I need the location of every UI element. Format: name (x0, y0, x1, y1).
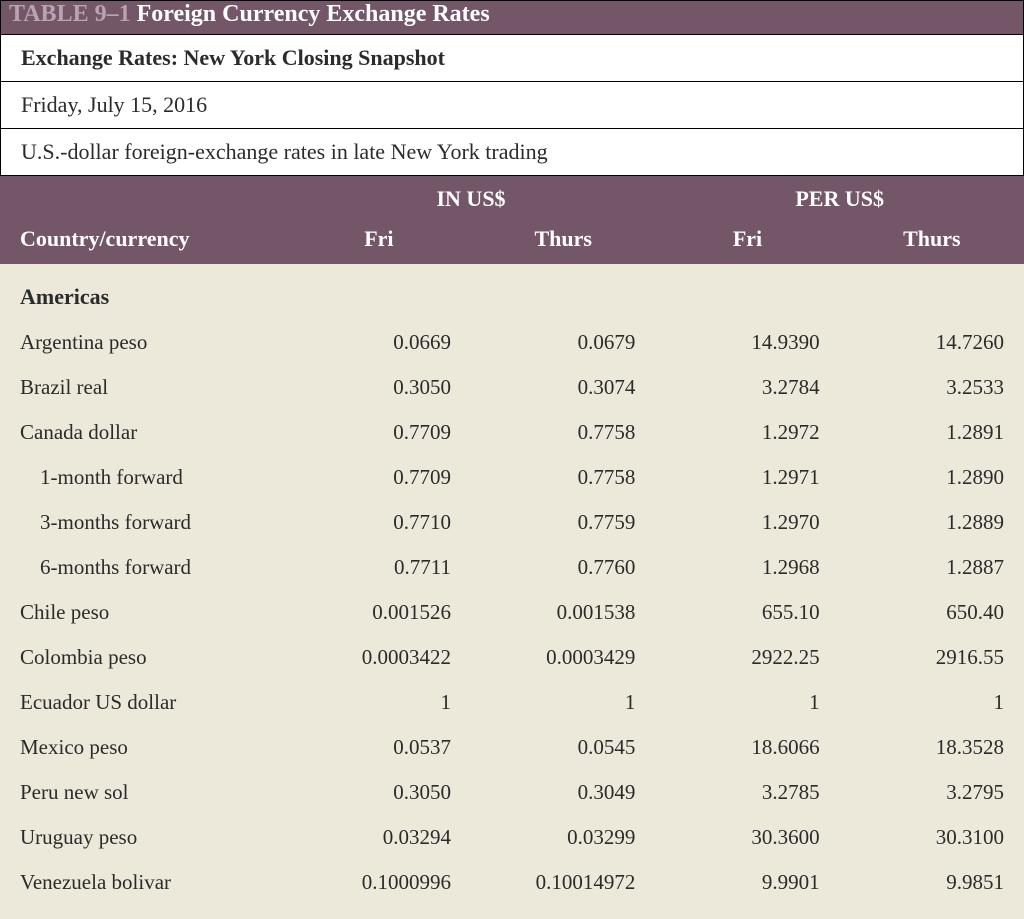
table-date: Friday, July 15, 2016 (0, 82, 1024, 129)
per-usd-thurs: 30.3100 (840, 815, 1024, 860)
in-usd-fri: 0.7711 (287, 545, 471, 590)
per-usd-fri: 18.6066 (655, 725, 839, 770)
table-row: 1-month forward0.77090.77581.29711.2890 (0, 455, 1024, 500)
table-row: 3-months forward0.77100.77591.29701.2889 (0, 500, 1024, 545)
per-usd-thurs: 2916.55 (840, 635, 1024, 680)
header-in-thurs: Thurs (471, 220, 655, 264)
currency-label: Venezuela bolivar (0, 860, 287, 905)
per-usd-thurs: 9.9851 (840, 860, 1024, 905)
in-usd-thurs: 0.7758 (471, 455, 655, 500)
per-usd-fri: 1.2968 (655, 545, 839, 590)
per-usd-thurs: 1.2889 (840, 500, 1024, 545)
per-usd-fri: 1.2972 (655, 410, 839, 455)
currency-label: Canada dollar (0, 410, 287, 455)
in-usd-fri: 0.0669 (287, 320, 471, 365)
per-usd-thurs: 650.40 (840, 590, 1024, 635)
in-usd-fri: 0.7709 (287, 455, 471, 500)
table-row: Chile peso0.0015260.001538655.10650.40 (0, 590, 1024, 635)
in-usd-fri: 0.7710 (287, 500, 471, 545)
header-group-per-usd: PER US$ (655, 176, 1024, 220)
per-usd-thurs: 14.7260 (840, 320, 1024, 365)
in-usd-fri: 0.1000996 (287, 860, 471, 905)
per-usd-thurs: 1 (840, 680, 1024, 725)
table-header: IN US$ PER US$ Country/currency Fri Thur… (0, 176, 1024, 264)
per-usd-fri: 1.2971 (655, 455, 839, 500)
per-usd-fri: 2922.25 (655, 635, 839, 680)
in-usd-thurs: 0.03299 (471, 815, 655, 860)
per-usd-thurs: 1.2890 (840, 455, 1024, 500)
per-usd-fri: 655.10 (655, 590, 839, 635)
currency-label: Colombia peso (0, 635, 287, 680)
currency-label: 6-months forward (0, 545, 287, 590)
table-row: Colombia peso0.00034220.00034292922.2529… (0, 635, 1024, 680)
table-row: Peru new sol0.30500.30493.27853.2795 (0, 770, 1024, 815)
per-usd-thurs: 3.2795 (840, 770, 1024, 815)
table-row: Argentina peso0.06690.067914.939014.7260 (0, 320, 1024, 365)
in-usd-thurs: 0.0679 (471, 320, 655, 365)
table-subtitle: Exchange Rates: New York Closing Snapsho… (0, 35, 1024, 82)
table-row: Venezuela bolivar0.10009960.100149729.99… (0, 860, 1024, 905)
header-group-in-usd: IN US$ (287, 176, 656, 220)
in-usd-fri: 0.0003422 (287, 635, 471, 680)
in-usd-fri: 0.3050 (287, 770, 471, 815)
currency-label: Uruguay peso (0, 815, 287, 860)
in-usd-fri: 1 (287, 680, 471, 725)
per-usd-thurs: 18.3528 (840, 725, 1024, 770)
in-usd-fri: 0.7709 (287, 410, 471, 455)
table-row: Brazil real0.30500.30743.27843.2533 (0, 365, 1024, 410)
in-usd-thurs: 0.7760 (471, 545, 655, 590)
table-description: U.S.-dollar foreign-exchange rates in la… (0, 129, 1024, 176)
table-number: TABLE 9–1 (9, 1, 131, 27)
table-row: Mexico peso0.05370.054518.606618.3528 (0, 725, 1024, 770)
in-usd-thurs: 1 (471, 680, 655, 725)
in-usd-fri: 0.001526 (287, 590, 471, 635)
in-usd-fri: 0.03294 (287, 815, 471, 860)
currency-label: Mexico peso (0, 725, 287, 770)
currency-label: Peru new sol (0, 770, 287, 815)
header-per-fri: Fri (655, 220, 839, 264)
table-body: Americas Argentina peso0.06690.067914.93… (0, 264, 1024, 919)
exchange-rate-table: TABLE 9–1 Foreign Currency Exchange Rate… (0, 0, 1024, 919)
in-usd-thurs: 0.3049 (471, 770, 655, 815)
per-usd-fri: 1.2970 (655, 500, 839, 545)
currency-label: Brazil real (0, 365, 287, 410)
table-row: Ecuador US dollar1111 (0, 680, 1024, 725)
currency-label: 1-month forward (0, 455, 287, 500)
table-row: Uruguay peso0.032940.0329930.360030.3100 (0, 815, 1024, 860)
per-usd-fri: 1 (655, 680, 839, 725)
header-country: Country/currency (0, 220, 287, 264)
currency-label: Chile peso (0, 590, 287, 635)
per-usd-fri: 3.2785 (655, 770, 839, 815)
in-usd-thurs: 0.001538 (471, 590, 655, 635)
table-title-bar: TABLE 9–1 Foreign Currency Exchange Rate… (0, 0, 1024, 35)
per-usd-thurs: 1.2891 (840, 410, 1024, 455)
in-usd-thurs: 0.3074 (471, 365, 655, 410)
header-in-fri: Fri (287, 220, 471, 264)
in-usd-thurs: 0.7759 (471, 500, 655, 545)
in-usd-thurs: 0.10014972 (471, 860, 655, 905)
header-group-row: IN US$ PER US$ (0, 176, 1024, 220)
in-usd-thurs: 0.0545 (471, 725, 655, 770)
per-usd-thurs: 3.2533 (840, 365, 1024, 410)
per-usd-thurs: 1.2887 (840, 545, 1024, 590)
header-columns-row: Country/currency Fri Thurs Fri Thurs (0, 220, 1024, 264)
in-usd-fri: 0.3050 (287, 365, 471, 410)
table-row: Canada dollar0.77090.77581.29721.2891 (0, 410, 1024, 455)
table-row: 6-months forward0.77110.77601.29681.2887 (0, 545, 1024, 590)
per-usd-fri: 30.3600 (655, 815, 839, 860)
currency-label: Ecuador US dollar (0, 680, 287, 725)
in-usd-thurs: 0.7758 (471, 410, 655, 455)
region-label: Americas (0, 278, 1024, 320)
in-usd-thurs: 0.0003429 (471, 635, 655, 680)
table-title: Foreign Currency Exchange Rates (131, 1, 490, 27)
currency-label: 3-months forward (0, 500, 287, 545)
header-per-thurs: Thurs (840, 220, 1024, 264)
per-usd-fri: 14.9390 (655, 320, 839, 365)
per-usd-fri: 9.9901 (655, 860, 839, 905)
region-row: Americas (0, 278, 1024, 320)
in-usd-fri: 0.0537 (287, 725, 471, 770)
per-usd-fri: 3.2784 (655, 365, 839, 410)
currency-label: Argentina peso (0, 320, 287, 365)
